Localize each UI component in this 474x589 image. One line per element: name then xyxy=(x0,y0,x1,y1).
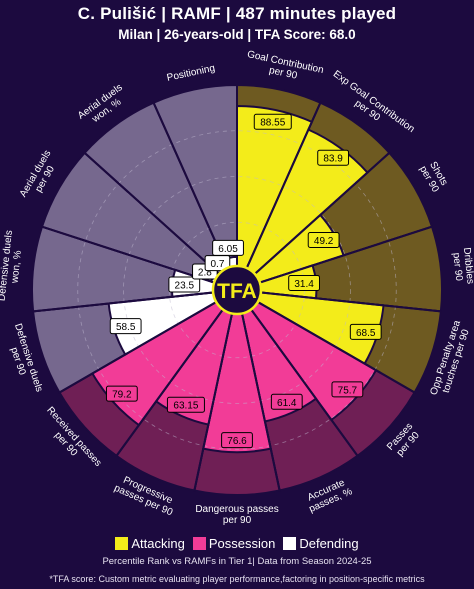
value-label: 76.6 xyxy=(221,432,253,449)
legend-swatch-possession xyxy=(192,537,206,550)
spoke xyxy=(258,291,441,313)
value-label-text: 88.55 xyxy=(260,118,285,129)
spoke xyxy=(33,291,216,313)
chart-subtitle: Milan | 26-years-old | TFA Score: 68.0 xyxy=(118,27,356,42)
legend-swatch-attacking xyxy=(115,537,129,550)
value-label-box xyxy=(221,432,253,449)
value-label-text: 68.5 xyxy=(356,328,376,339)
spoke xyxy=(115,307,225,457)
reference-ring xyxy=(77,130,397,450)
value-label-box xyxy=(307,231,340,248)
value-label: 31.4 xyxy=(288,274,320,291)
value-label-box xyxy=(253,113,292,130)
spoke xyxy=(193,311,234,491)
value-label-box xyxy=(317,149,350,166)
value-label-text: 6.05 xyxy=(218,244,238,255)
value-label-text: 2.8 xyxy=(198,267,212,278)
spoke xyxy=(240,311,281,491)
legend-item-attacking: Attacking xyxy=(115,536,185,551)
value-label: 49.2 xyxy=(307,231,340,248)
category-label-line: Dangerous passes xyxy=(195,504,278,515)
legend: Attacking Possession Defending xyxy=(0,536,474,551)
value-label-text: 76.6 xyxy=(227,436,247,447)
value-label-text: 63.15 xyxy=(173,401,198,412)
value-label-text: 0.7 xyxy=(210,259,224,270)
spoke xyxy=(245,102,322,271)
legend-item-possession: Possession xyxy=(192,536,276,551)
value-label-box xyxy=(270,393,303,410)
value-label-text: 79.2 xyxy=(112,390,132,401)
value-label: 79.2 xyxy=(105,385,138,402)
value-label-text: 31.4 xyxy=(294,279,314,290)
spoke xyxy=(249,307,359,457)
value-label: 6.05 xyxy=(212,239,244,256)
spoke xyxy=(255,300,416,394)
legend-label-defending: Defending xyxy=(299,536,359,551)
legend-label-possession: Possession xyxy=(208,536,276,551)
category-label: Positioning xyxy=(166,63,216,84)
value-label: 63.15 xyxy=(166,396,205,413)
value-label-text: 83.9 xyxy=(323,154,343,165)
value-label-box xyxy=(349,323,382,340)
footer-note-percentile: Percentile Rank vs RAMFs in Tier 1| Data… xyxy=(102,556,372,567)
category-label-line: per 90 xyxy=(450,252,464,282)
category-label-line: won, % xyxy=(9,250,23,285)
value-label-box xyxy=(288,274,320,291)
legend-label-attacking: Attacking xyxy=(131,536,185,551)
value-label: 83.9 xyxy=(317,149,350,166)
value-label-box xyxy=(331,381,364,398)
value-label-box xyxy=(109,318,142,335)
legend-item-defending: Defending xyxy=(283,536,359,551)
value-label-box xyxy=(105,385,138,402)
category-label-line: Positioning xyxy=(166,63,216,84)
footer-note-tfa: *TFA score: Custom metric evaluating pla… xyxy=(49,574,425,584)
value-label-box xyxy=(166,396,205,413)
category-label-line: Dribbles xyxy=(461,247,474,285)
value-label: 88.55 xyxy=(253,113,292,130)
value-label: 75.7 xyxy=(331,381,364,398)
spoke xyxy=(252,152,391,277)
tfa-logo-circle xyxy=(211,264,263,316)
value-label-text: 58.5 xyxy=(116,322,136,333)
spoke xyxy=(83,152,222,277)
value-label: 61.4 xyxy=(270,393,303,410)
spoke xyxy=(58,300,219,394)
value-label-text: 61.4 xyxy=(277,398,297,409)
chart-title: C. Pulišić | RAMF | 487 minutes played xyxy=(77,4,397,23)
value-label-box xyxy=(212,239,244,256)
value-label-text: 75.7 xyxy=(338,385,358,396)
reference-ring xyxy=(123,176,351,404)
tfa-logo-text: TFA xyxy=(217,280,257,303)
spoke xyxy=(41,225,217,285)
spoke xyxy=(257,225,433,285)
value-label: 68.5 xyxy=(349,323,382,340)
value-label: 58.5 xyxy=(109,318,142,335)
value-label: 23.5 xyxy=(168,276,201,293)
legend-swatch-defending xyxy=(283,537,297,550)
category-label-line: per 90 xyxy=(223,515,252,526)
value-label-text: 23.5 xyxy=(175,280,195,291)
value-label-box xyxy=(168,276,201,293)
value-label-text: 49.2 xyxy=(314,236,334,247)
